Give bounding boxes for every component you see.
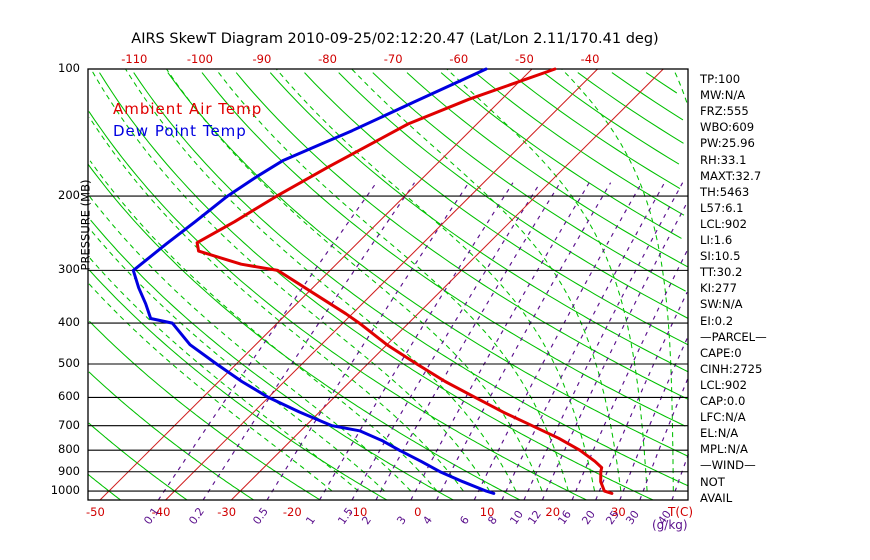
stat-frz-555: FRZ:555	[700, 104, 749, 119]
pressure-tick-700: 700	[58, 417, 80, 432]
stat-si-10-5: SI:10.5	[700, 249, 741, 264]
stat-mpl-n-a: MPL:N/A	[700, 442, 748, 457]
top-temp-tick--100: -100	[186, 52, 213, 66]
pressure-tick-200: 200	[58, 188, 80, 203]
top-temp-tick--110: -110	[121, 52, 148, 66]
pressure-tick-400: 400	[58, 315, 80, 330]
top-temp-tick--80: -80	[318, 52, 337, 66]
bottom-temp-tick--20: -20	[282, 505, 302, 519]
pressure-tick-800: 800	[58, 442, 80, 457]
pressure-tick-100: 100	[58, 61, 80, 75]
stat-tt-30-2: TT:30.2	[700, 265, 743, 280]
pressure-tick-500: 500	[58, 356, 80, 370]
stat-cape-0: CAPE:0	[700, 345, 742, 360]
stat-not: NOT	[700, 474, 725, 489]
pressure-tick-600: 600	[58, 389, 80, 404]
stat-lcl-902: LCL:902	[700, 216, 748, 231]
temperature-axis-title: T(C)	[668, 505, 694, 519]
mixing-ratio-axis-title: (g/kg)	[652, 518, 688, 532]
bottom-temp-tick--40: -40	[151, 505, 171, 519]
bottom-temp-tick-0: 0	[414, 505, 422, 519]
stat-cinh-2725: CINH:2725	[700, 361, 763, 376]
pressure-axis-title: PRESSURE (MB)	[78, 179, 93, 271]
bottom-temp-tick-20: 20	[545, 505, 561, 519]
stat-sw-n-a: SW:N/A	[700, 297, 743, 312]
temperature-profile-line	[195, 67, 614, 495]
stat-mw-n-a: MW:N/A	[700, 88, 746, 103]
stat-maxt-32-7: MAXT:32.7	[700, 168, 762, 183]
top-temp-tick--50: -50	[515, 52, 534, 66]
legend-dew-point-temp: Dew Point Temp	[113, 122, 247, 140]
pressure-tick-300: 300	[58, 262, 80, 277]
stat-wind: —WIND—	[700, 458, 756, 473]
bottom-temp-tick--10: -10	[348, 505, 368, 519]
stat-lfc-n-a: LFC:N/A	[700, 410, 746, 425]
stat-avail: AVAIL	[700, 490, 733, 505]
dewpoint-profile-line	[131, 67, 496, 495]
bottom-temp-tick-10: 10	[479, 505, 495, 519]
top-temp-tick--70: -70	[383, 52, 403, 66]
bottom-temp-tick-30: 30	[611, 505, 626, 519]
top-temp-tick--90: -90	[252, 52, 272, 66]
stat-pw-25-96: PW:25.96	[700, 136, 755, 151]
stat-rh-33-1: RH:33.1	[700, 152, 747, 167]
stat-parcel: —PARCEL—	[700, 329, 767, 344]
stat-cap-0-0: CAP:0.0	[700, 394, 746, 408]
top-temp-tick--60: -60	[449, 52, 469, 66]
top-temp-tick--40: -40	[580, 52, 600, 66]
legend-ambient-air-temp: Ambient Air Temp	[113, 100, 263, 118]
stat-ei-0-2: EI:0.2	[700, 313, 734, 328]
pressure-tick-1000: 1000	[50, 483, 80, 498]
bottom-temp-tick--50: -50	[86, 505, 105, 519]
stat-l57-6-1: L57:6.1	[700, 200, 744, 215]
stat-li-1-6: LI:1.6	[700, 233, 733, 247]
stat-ki-277: KI:277	[700, 281, 738, 296]
page-title: AIRS SkewT Diagram 2010-09-25/02:12:20.4…	[131, 31, 659, 47]
bottom-temp-tick--30: -30	[217, 505, 237, 519]
stat-wbo-609: WBO:609	[700, 120, 755, 135]
stat-th-5463: TH:5463	[700, 184, 750, 199]
stat-el-n-a: EL:N/A	[700, 426, 739, 441]
stat-tp-100: TP:100	[700, 72, 741, 86]
stat-lcl-902: LCL:902	[700, 377, 748, 392]
pressure-tick-900: 900	[58, 463, 80, 478]
